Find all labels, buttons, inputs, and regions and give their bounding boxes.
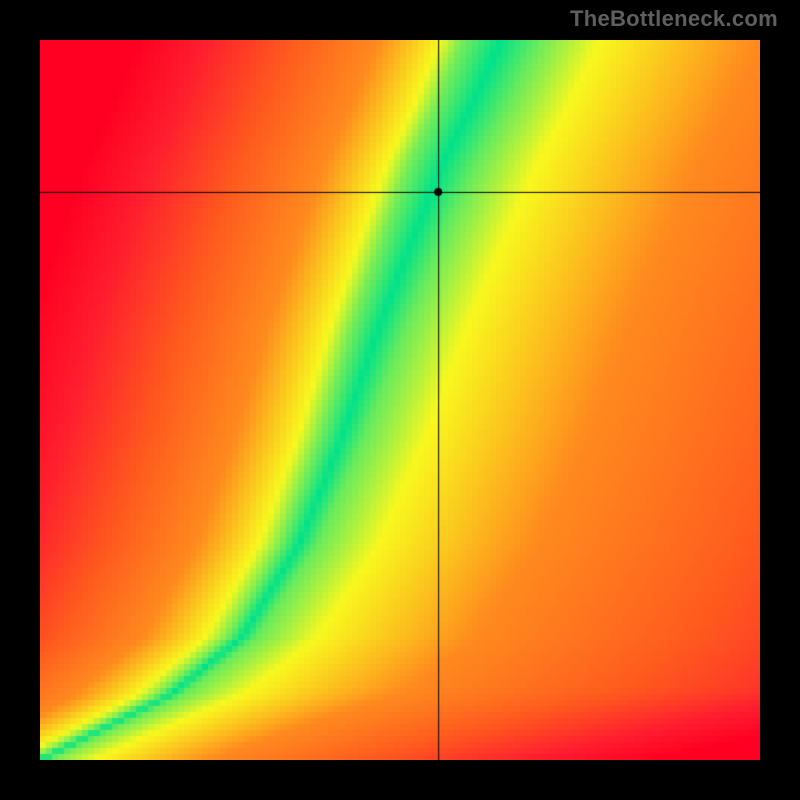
watermark-text: TheBottleneck.com <box>570 6 778 32</box>
heatmap-plot <box>40 40 760 760</box>
heatmap-canvas <box>40 40 760 760</box>
